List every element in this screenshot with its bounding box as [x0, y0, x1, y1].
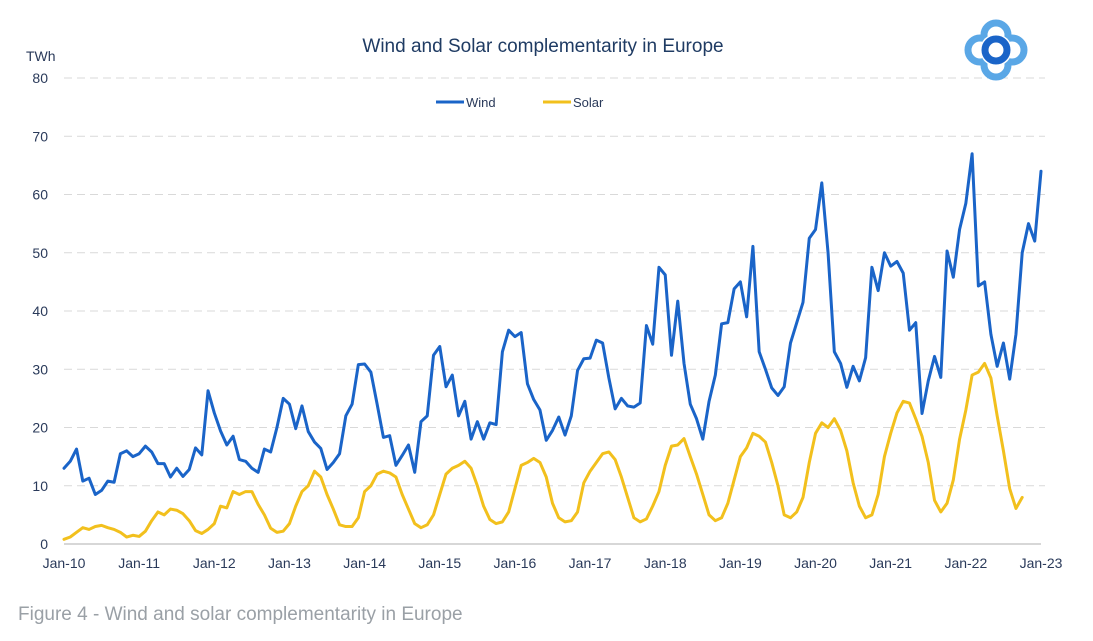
circle-flower-logo-icon — [963, 18, 1029, 82]
x-tick-label: Jan-20 — [794, 555, 837, 571]
x-tick-label: Jan-21 — [869, 555, 912, 571]
y-tick-label: 70 — [32, 128, 48, 144]
y-tick-label: 30 — [32, 361, 48, 377]
x-tick-label: Jan-12 — [193, 555, 236, 571]
chart-title: Wind and Solar complementarity in Europe — [362, 36, 723, 57]
legend-wind-label: Wind — [466, 95, 496, 110]
legend: Wind Solar — [436, 95, 604, 110]
x-tick-label: Jan-13 — [268, 555, 311, 571]
x-tick-label: Jan-23 — [1020, 555, 1063, 571]
y-tick-label: 50 — [32, 245, 48, 261]
gridlines — [64, 77, 1045, 545]
y-tick-label: 0 — [40, 536, 48, 552]
x-tick-label: Jan-10 — [43, 555, 86, 571]
y-axis-ticks: 0 10 20 30 40 50 60 70 80 — [32, 70, 48, 552]
legend-solar-label: Solar — [573, 95, 604, 110]
figure-caption: Figure 4 - Wind and solar complementarit… — [18, 604, 463, 625]
y-tick-label: 60 — [32, 187, 48, 203]
x-tick-label: Jan-22 — [944, 555, 987, 571]
y-tick-label: 40 — [32, 303, 48, 319]
series-line-wind — [62, 152, 1043, 496]
y-tick-label: 80 — [32, 70, 48, 86]
x-axis-ticks: Jan-10 Jan-11 Jan-12 Jan-13 Jan-14 Jan-15 Jan-… — [43, 555, 1063, 571]
series-line-solar — [62, 361, 1024, 541]
x-tick-label: Jan-14 — [343, 555, 386, 571]
x-tick-label: Jan-18 — [644, 555, 687, 571]
x-tick-label: Jan-16 — [494, 555, 537, 571]
x-tick-label: Jan-17 — [569, 555, 612, 571]
x-tick-label: Jan-15 — [418, 555, 461, 571]
series-lines — [62, 152, 1043, 541]
y-tick-label: 20 — [32, 420, 48, 436]
y-tick-label: 10 — [32, 478, 48, 494]
x-tick-label: Jan-11 — [118, 555, 160, 571]
x-tick-label: Jan-19 — [719, 555, 762, 571]
y-axis-unit-label: TWh — [26, 48, 56, 64]
